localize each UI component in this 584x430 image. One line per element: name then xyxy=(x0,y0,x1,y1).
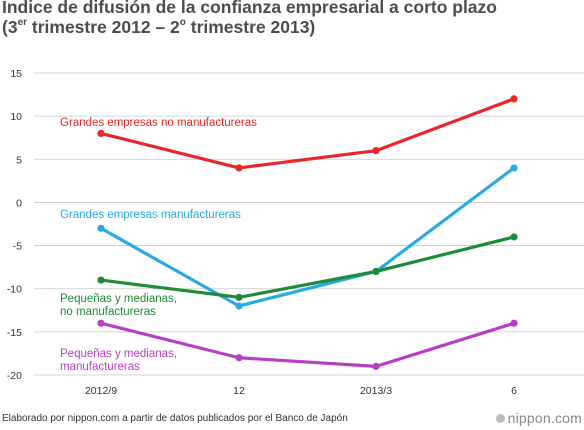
data-point xyxy=(510,233,518,241)
y-tick-label: 10 xyxy=(10,111,22,123)
series-label: Pequeñas y medianas, xyxy=(60,293,177,305)
series-label: Pequeñas y medianas, xyxy=(60,348,177,360)
data-point xyxy=(97,276,105,284)
data-point xyxy=(97,319,105,327)
series-label: Grandes empresas manufactureras xyxy=(60,209,241,221)
x-tick-label: 2013/3 xyxy=(360,385,392,397)
x-tick-label: 2012/9 xyxy=(85,385,117,397)
data-point xyxy=(510,95,518,103)
x-tick-label: 6 xyxy=(511,385,517,397)
chart-title: Índice de difusión de la confianza empre… xyxy=(2,0,582,37)
data-point xyxy=(97,129,105,137)
x-tick-label: 12 xyxy=(233,385,245,397)
data-point xyxy=(235,354,243,362)
brand-logo: nippon.com xyxy=(495,410,582,426)
y-tick-label: 15 xyxy=(10,68,22,80)
y-tick-label: -10 xyxy=(7,284,22,296)
series-line xyxy=(99,321,516,368)
data-point xyxy=(372,267,380,276)
data-point xyxy=(372,147,380,155)
series-label: manufactureras xyxy=(60,361,140,373)
series-line xyxy=(99,235,516,299)
series-label: no manufactureras xyxy=(60,306,156,318)
y-tick-label: -5 xyxy=(13,241,22,253)
y-tick-label: -15 xyxy=(7,327,22,339)
brand-name: nippon.com xyxy=(507,410,582,426)
title-line-1: Índice de difusión de la confianza empre… xyxy=(2,0,497,17)
series-line xyxy=(99,166,516,308)
data-point xyxy=(372,362,380,370)
y-tick-label: 0 xyxy=(16,197,22,209)
data-point xyxy=(235,293,243,301)
source-note: Elaborado por nippon.com a partir de dat… xyxy=(2,413,348,424)
data-point xyxy=(510,319,518,327)
data-point xyxy=(235,164,243,172)
y-tick-label: -20 xyxy=(7,370,22,382)
data-point xyxy=(97,224,105,232)
series-label: Grandes empresas no manufactureras xyxy=(60,117,257,129)
title-line-2: (3er trimestre 2012 – 2o trimestre 2013) xyxy=(2,17,316,37)
data-point xyxy=(235,302,243,310)
y-tick-label: 5 xyxy=(16,154,22,166)
series-line xyxy=(99,97,516,170)
data-point xyxy=(510,164,518,172)
brand-dot-icon xyxy=(495,414,505,423)
